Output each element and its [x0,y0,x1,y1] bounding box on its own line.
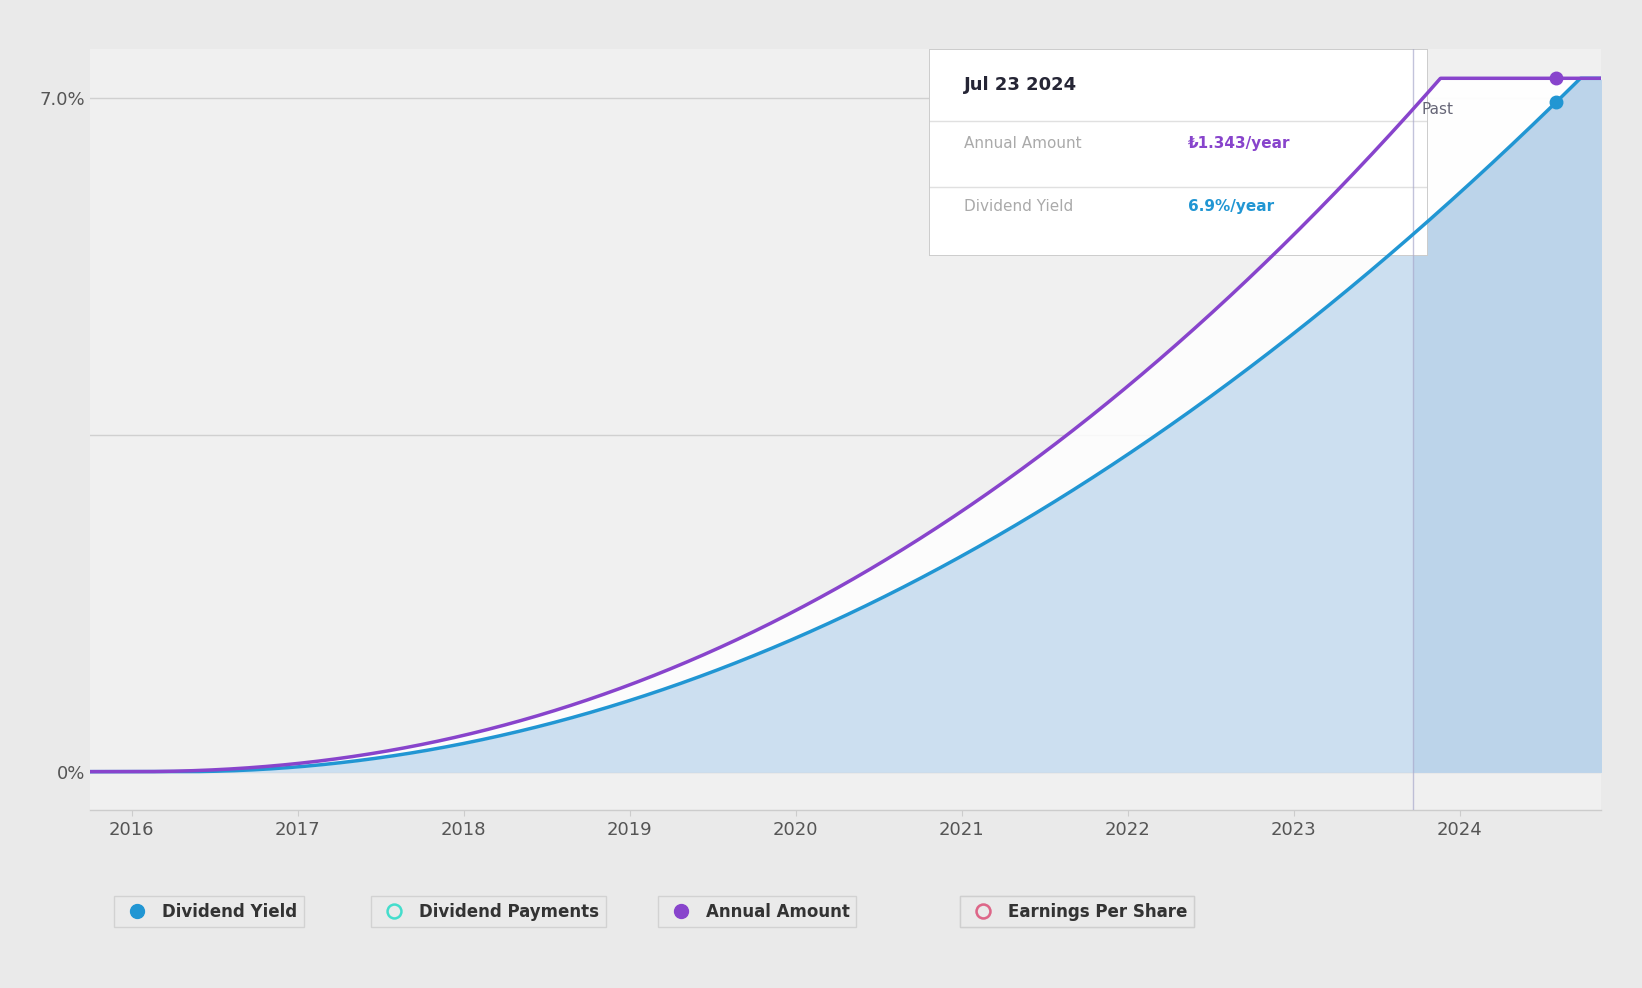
Text: Past: Past [1422,103,1453,118]
Legend: Earnings Per Share: Earnings Per Share [959,896,1194,928]
